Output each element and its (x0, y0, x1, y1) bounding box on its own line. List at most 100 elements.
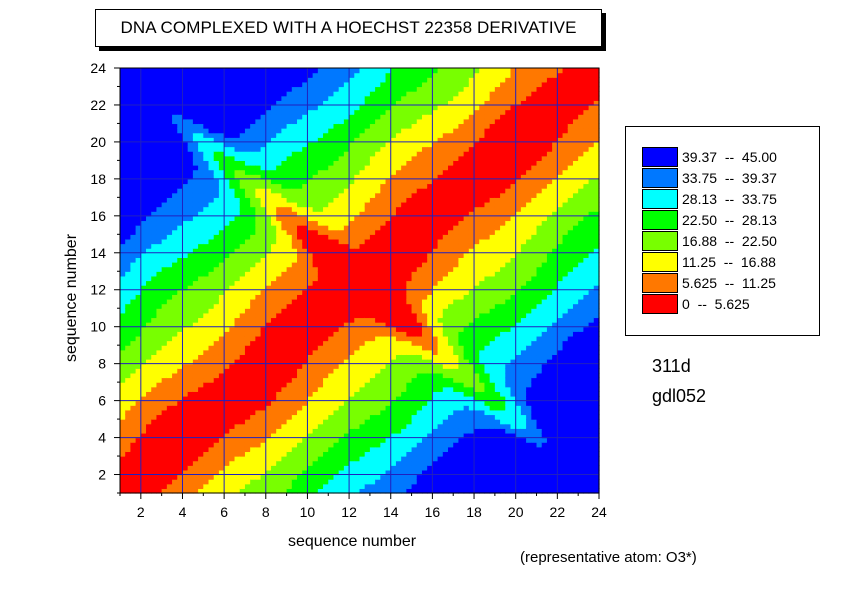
contour-cell (140, 285, 147, 291)
contour-cell (140, 298, 147, 305)
contour-cell (182, 137, 189, 143)
contour-cell (151, 400, 158, 406)
contour-cell (302, 155, 309, 161)
contour-cell (172, 225, 178, 231)
contour-cell (302, 451, 309, 457)
contour-cell (182, 432, 189, 439)
contour-cell (234, 146, 241, 152)
contour-cell (291, 479, 298, 485)
contour-cell (333, 446, 340, 453)
contour-cell (312, 294, 319, 300)
contour-cell (328, 141, 335, 148)
contour-cell (364, 488, 371, 494)
contour-cell (343, 368, 350, 374)
contour-cell (192, 91, 199, 97)
contour-cell (265, 275, 272, 282)
contour-cell (270, 280, 277, 286)
contour-cell (166, 395, 173, 402)
contour-cell (161, 285, 168, 291)
contour-cell (312, 104, 319, 111)
contour-cell (359, 326, 366, 332)
contour-cell (218, 155, 225, 161)
contour-cell (265, 488, 272, 494)
contour-cell (364, 146, 371, 152)
contour-cell (218, 322, 225, 328)
contour-cell (333, 419, 340, 425)
contour-cell (369, 271, 376, 277)
contour-cell (354, 165, 361, 171)
contour-cell (224, 100, 230, 106)
contour-cell (146, 141, 152, 148)
contour-cell (281, 257, 288, 263)
contour-cell (317, 405, 324, 411)
contour-cell (208, 160, 215, 166)
contour-cell (312, 363, 319, 369)
contour-cell (229, 86, 236, 92)
contour-cell (297, 456, 303, 462)
contour-cell (146, 238, 152, 245)
contour-cell (224, 460, 230, 466)
contour-cell (140, 446, 147, 453)
contour-cell (369, 331, 376, 337)
contour-cell (390, 428, 397, 434)
contour-cell (276, 391, 283, 397)
contour-cell (255, 317, 262, 323)
contour-cell (203, 298, 210, 305)
contour-cell (380, 243, 387, 249)
contour-cell (354, 192, 361, 198)
contour-cell (323, 238, 329, 245)
contour-cell (192, 326, 199, 332)
contour-cell (328, 243, 335, 249)
contour-cell (229, 151, 236, 157)
contour-cell (161, 419, 168, 425)
contour-cell (218, 123, 225, 129)
contour-cell (265, 335, 272, 342)
contour-cell (125, 225, 132, 231)
contour-cell (359, 169, 366, 175)
contour-cell (161, 460, 168, 466)
contour-cell (323, 372, 329, 379)
contour-cell (182, 419, 189, 425)
contour-cell (161, 474, 168, 480)
contour-cell (130, 363, 137, 369)
contour-cell (270, 483, 277, 489)
contour-cell (338, 165, 345, 171)
contour-cell (140, 326, 147, 332)
contour-cell (260, 322, 267, 328)
contour-cell (198, 123, 204, 129)
contour-cell (281, 331, 288, 337)
contour-cell (140, 400, 147, 406)
contour-cell (312, 488, 319, 494)
contour-cell (192, 141, 199, 148)
contour-cell (234, 243, 241, 249)
contour-cell (286, 442, 293, 448)
contour-cell (354, 414, 361, 420)
contour-cell (177, 363, 184, 369)
contour-cell (317, 442, 324, 448)
contour-cell (359, 322, 366, 328)
contour-cell (359, 128, 366, 134)
contour-cell (343, 419, 350, 425)
contour-cell (151, 248, 158, 254)
contour-cell (338, 77, 345, 83)
contour-cell (297, 81, 303, 88)
contour-cell (187, 377, 194, 383)
contour-cell (297, 442, 303, 448)
contour-cell (166, 192, 173, 198)
contour-cell (291, 271, 298, 277)
contour-cell (338, 243, 345, 249)
contour-cell (369, 446, 376, 453)
contour-cell (323, 275, 329, 282)
contour-cell (302, 192, 309, 198)
contour-cell (172, 298, 178, 305)
contour-cell (146, 275, 152, 282)
contour-cell (317, 432, 324, 439)
contour-cell (151, 432, 158, 439)
contour-cell (156, 238, 163, 245)
contour-cell (192, 114, 199, 120)
contour-cell (135, 432, 142, 439)
contour-cell (198, 215, 204, 222)
contour-cell (343, 178, 350, 185)
contour-cell (172, 317, 178, 323)
contour-cell (198, 386, 204, 392)
